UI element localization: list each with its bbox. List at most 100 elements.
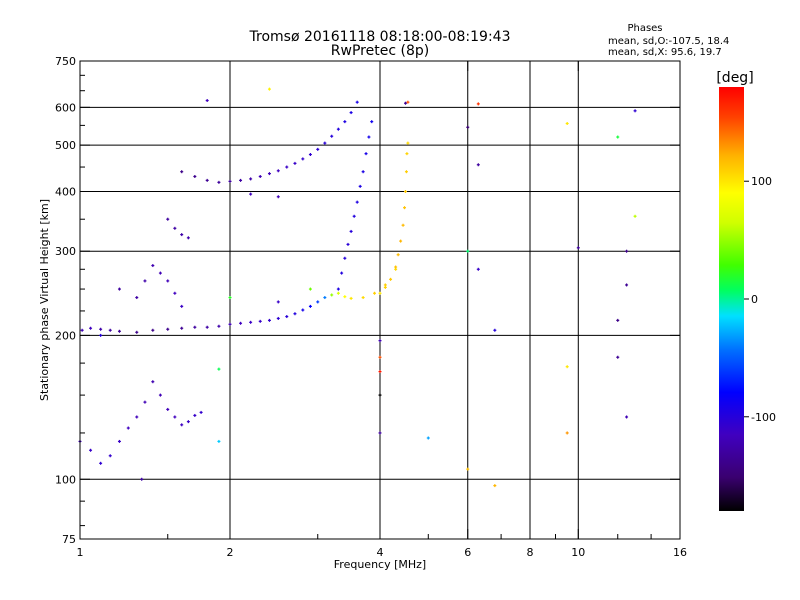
data-point (616, 355, 620, 359)
data-point (267, 318, 271, 322)
data-point (336, 127, 340, 131)
data-point (396, 253, 400, 257)
colorbar-tick-label: -100 (751, 411, 776, 424)
stats-x-mode: mean, sd,X: 95.6, 19.7 (608, 47, 722, 58)
data-point (349, 296, 353, 300)
data-point (276, 300, 280, 304)
data-point (158, 271, 162, 275)
data-point (378, 291, 382, 295)
data-point (370, 120, 374, 124)
data-point (186, 236, 190, 240)
y-tick-label: 300 (55, 245, 76, 258)
data-point (349, 111, 353, 115)
data-point (308, 153, 312, 157)
y-axis-label: Stationary phase Virtual Height [km] (38, 199, 51, 401)
data-point (143, 400, 147, 404)
data-point (403, 189, 407, 193)
data-point (173, 226, 177, 230)
data-point (476, 267, 480, 271)
chart-title: Tromsø 20161118 08:18:00-08:19:43 (249, 29, 511, 45)
data-point (276, 169, 280, 173)
x-tick-label: 4 (377, 546, 384, 559)
data-point (249, 320, 253, 324)
data-point (126, 426, 130, 430)
data-point (301, 157, 305, 161)
data-point (158, 393, 162, 397)
data-point (576, 246, 580, 250)
data-point (340, 271, 344, 275)
data-point (336, 287, 340, 291)
data-point (330, 293, 334, 297)
data-point (406, 141, 410, 145)
data-point (364, 152, 368, 156)
x-tick-label: 8 (527, 546, 534, 559)
data-point (180, 233, 184, 237)
data-point (151, 328, 155, 332)
data-point (401, 223, 405, 227)
x-axis-label: Frequency [MHz] (334, 558, 426, 571)
data-point (355, 200, 359, 204)
data-point (406, 100, 410, 104)
data-point (293, 312, 297, 316)
data-point (361, 296, 365, 300)
colorbar-label: [deg] (716, 70, 753, 86)
data-point (633, 109, 637, 113)
data-point (336, 291, 340, 295)
data-point (205, 325, 209, 329)
data-point (301, 308, 305, 312)
data-points (78, 87, 637, 488)
data-point (565, 122, 569, 126)
data-point (426, 436, 430, 440)
data-point (466, 249, 470, 253)
data-point (378, 355, 382, 359)
data-point (99, 327, 103, 331)
data-point (166, 279, 170, 283)
data-point (476, 163, 480, 167)
plot-frame (79, 60, 681, 540)
data-point (258, 174, 262, 178)
data-point (293, 161, 297, 165)
data-point (267, 87, 271, 91)
data-point (228, 296, 232, 300)
data-point (205, 99, 209, 103)
grid-lines (80, 61, 680, 539)
data-point (625, 283, 629, 287)
data-point (476, 102, 480, 106)
data-point (228, 179, 232, 183)
data-point (228, 322, 232, 326)
data-point (108, 328, 112, 332)
colorbar (719, 87, 744, 511)
data-point (180, 170, 184, 174)
data-point (355, 100, 359, 104)
data-point (217, 367, 221, 371)
y-tick-label: 750 (55, 55, 76, 68)
data-point (117, 287, 121, 291)
data-point (316, 300, 320, 304)
data-point (633, 214, 637, 218)
data-point (166, 327, 170, 331)
data-point (466, 467, 470, 471)
data-point (205, 178, 209, 182)
data-point (466, 125, 470, 129)
data-point (346, 242, 350, 246)
data-point (625, 249, 629, 253)
data-point (89, 448, 93, 452)
data-point (285, 315, 289, 319)
y-tick-label: 100 (55, 473, 76, 486)
chart-subtitle: RwPretec (8p) (331, 43, 429, 59)
data-point (565, 365, 569, 369)
data-point (173, 291, 177, 295)
data-point (217, 324, 221, 328)
y-tick-label: 400 (55, 185, 76, 198)
data-point (343, 256, 347, 260)
data-point (316, 147, 320, 151)
data-point (378, 339, 382, 343)
data-point (403, 101, 407, 105)
data-point (565, 431, 569, 435)
data-point (193, 413, 197, 417)
y-tick-label: 500 (55, 139, 76, 152)
stats-o-mode: mean, sd,O:-107.5, 18.4 (608, 36, 729, 47)
data-point (403, 206, 407, 210)
data-point (493, 484, 497, 488)
data-point (80, 328, 84, 332)
